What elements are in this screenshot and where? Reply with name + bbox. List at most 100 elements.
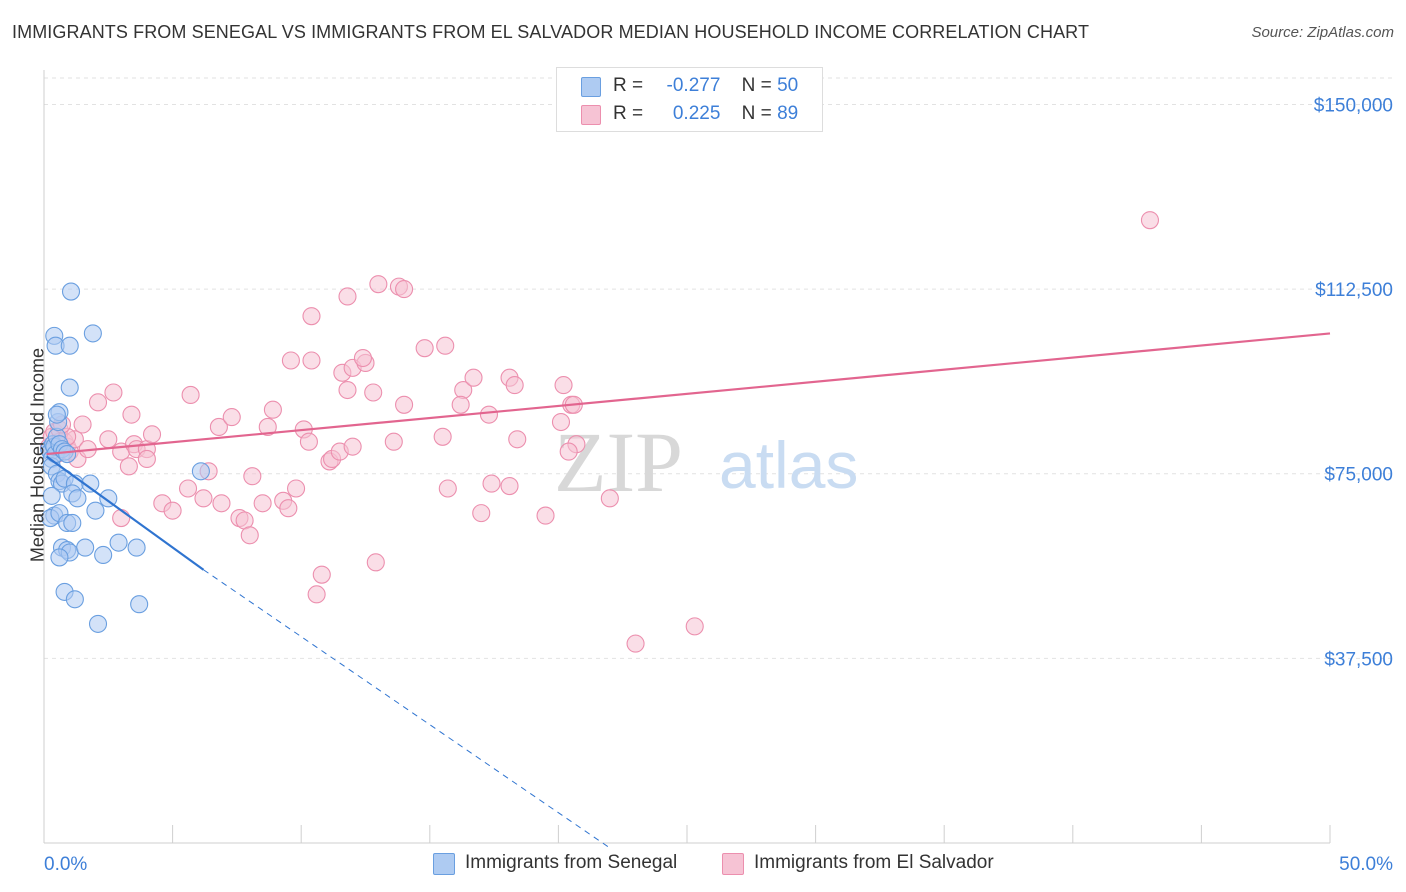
elsalvador-point [243, 467, 262, 486]
stats-legend: R = -0.277 N = 50 R = 0.225 N = 89 [556, 67, 823, 132]
axes [43, 70, 1331, 844]
elsalvador-point [119, 457, 138, 476]
elsalvador-point [299, 432, 318, 451]
elsalvador-point [253, 494, 272, 513]
senegal-legend-swatch [433, 853, 455, 875]
elsalvador-point [142, 425, 162, 444]
elsalvador-trend-line [46, 332, 1331, 456]
elsalvador-point [436, 336, 455, 355]
elsalvador-point [338, 287, 357, 306]
elsalvador-point [279, 499, 298, 518]
senegal-point [130, 595, 149, 614]
chart-title: IMMIGRANTS FROM SENEGAL VS IMMIGRANTS FR… [12, 22, 1090, 42]
elsalvador-r-label: R = [613, 103, 644, 124]
elsalvador-point [312, 565, 331, 584]
tick-labels: $37,500 $75,000 $112,500 $150,000 0.0% 50.0% [44, 95, 1393, 875]
senegal-point [83, 324, 102, 343]
elsalvador-point [258, 417, 277, 437]
watermark-zip: ZIP [554, 414, 683, 510]
y-tick-label: $150,000 [1314, 95, 1393, 116]
elsalvador-point [163, 501, 182, 520]
y-tick-label: $37,500 [1324, 649, 1393, 670]
elsalvador-point [559, 442, 578, 461]
elsalvador-point [384, 432, 403, 451]
watermark: ZIP atlas [554, 414, 858, 510]
elsalvador-point [104, 383, 123, 402]
elsalvador-point [551, 412, 571, 432]
elsalvador-point [209, 417, 228, 437]
elsalvador-point [395, 395, 414, 414]
elsalvador-point [137, 449, 156, 469]
senegal-n-value: 50 [777, 75, 799, 96]
senegal-r-label: R = [613, 75, 644, 96]
senegal-legend-label: Immigrants from Senegal [465, 852, 678, 873]
y-tick-label: $75,000 [1324, 465, 1393, 486]
elsalvador-point [600, 489, 619, 508]
senegal-point [42, 486, 61, 505]
senegal-point [191, 462, 210, 481]
elsalvador-point [222, 408, 241, 427]
elsalvador-point [395, 280, 414, 299]
elsalvador-point [181, 385, 200, 405]
trend-lines [45, 332, 1331, 849]
elsalvador-point [500, 476, 519, 496]
x-tick-label: 50.0% [1339, 854, 1393, 875]
senegal-trend-extension [203, 569, 611, 849]
senegal-point [63, 513, 82, 533]
senegal-n-label: N = [741, 75, 772, 96]
elsalvador-point [472, 504, 491, 523]
gridlines [44, 77, 1395, 659]
elsalvador-point [433, 427, 452, 446]
elsalvador-point [302, 307, 321, 326]
elsalvador-point [99, 430, 118, 449]
elsalvador-point [122, 405, 141, 424]
elsalvador-point [451, 395, 470, 414]
elsalvador-n-label: N = [741, 103, 772, 124]
senegal-point [94, 545, 113, 565]
elsalvador-n-value: 89 [777, 103, 799, 124]
elsalvador-point [479, 405, 499, 424]
elsalvador-point [307, 585, 326, 604]
elsalvador-swatch [581, 105, 601, 125]
senegal-point [47, 405, 66, 424]
senegal-point [60, 378, 79, 397]
elsalvador-point [685, 617, 704, 636]
elsalvador-point [438, 479, 457, 498]
senegal-point [60, 336, 79, 355]
elsalvador-point [353, 348, 372, 368]
elsalvador-legend-swatch [722, 853, 744, 875]
senegal-point [109, 533, 128, 552]
elsalvador-point [505, 376, 524, 395]
elsalvador-point [364, 383, 383, 402]
senegal-point [68, 489, 87, 508]
senegal-point [81, 474, 100, 493]
senegal-point [61, 282, 81, 301]
elsalvador-point [482, 474, 501, 493]
senegal-point [76, 538, 95, 557]
senegal-r-value: -0.277 [666, 75, 721, 96]
elsalvador-point [194, 489, 213, 508]
x-tick-label: 0.0% [44, 854, 87, 875]
elsalvador-point [366, 553, 385, 572]
senegal-point [99, 489, 118, 508]
elsalvador-point [212, 494, 231, 513]
elsalvador-point [415, 339, 434, 358]
elsalvador-r-value: 0.225 [672, 103, 721, 124]
elsalvador-point [263, 400, 282, 419]
elsalvador-point [178, 479, 198, 498]
elsalvador-point [508, 430, 527, 449]
elsalvador-point [302, 351, 321, 370]
elsalvador-point [88, 393, 108, 412]
elsalvador-point [626, 634, 645, 653]
senegal-point [127, 538, 146, 557]
elsalvador-point [343, 437, 362, 456]
y-tick-label: $112,500 [1315, 280, 1393, 301]
elsalvador-point [112, 508, 131, 528]
source-attribution: Source: ZipAtlas.com [1251, 24, 1394, 41]
senegal-point [58, 444, 77, 464]
elsalvador-point [1140, 211, 1160, 230]
senegal-point [65, 590, 84, 609]
elsalvador-legend-label: Immigrants from El Salvador [754, 852, 994, 873]
elsalvador-point [281, 351, 300, 370]
